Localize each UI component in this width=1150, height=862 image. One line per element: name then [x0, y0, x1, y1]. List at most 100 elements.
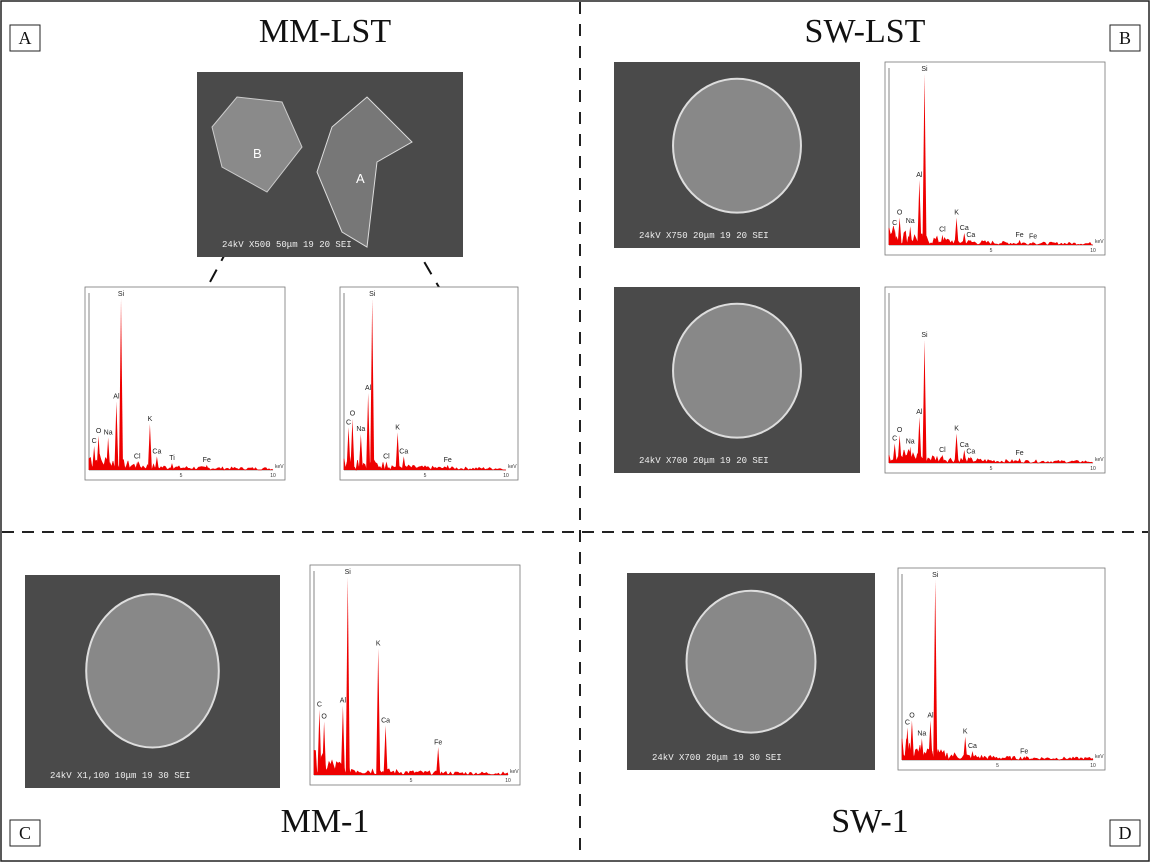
spectrum-peak	[962, 233, 967, 245]
particle	[85, 593, 220, 749]
spectrum-peak	[322, 721, 327, 775]
x-tick-label: 10	[505, 778, 511, 784]
peak-label: O	[897, 427, 903, 434]
spectrum-peak	[366, 393, 371, 470]
peak-label: C	[905, 720, 910, 727]
x-tick-label: 10	[270, 473, 276, 479]
peak-label: Fe	[203, 457, 211, 464]
peak-label: Na	[356, 426, 365, 433]
peak-label: Ca	[960, 225, 969, 232]
axis-unit: keV	[508, 464, 517, 470]
spectrum-peak	[905, 727, 910, 760]
spectrum-peak	[922, 74, 927, 245]
panel-title: MM-1	[281, 803, 370, 840]
peak-label: K	[376, 640, 381, 647]
peak-label: Ca	[968, 743, 977, 750]
peak-label: Ca	[399, 448, 408, 455]
axis-unit: keV	[510, 769, 519, 775]
spectrum-peak	[147, 423, 152, 470]
spectrum-peak	[897, 435, 902, 463]
x-tick-label: 5	[410, 778, 413, 784]
spectrum-frame	[884, 61, 1106, 256]
spectrum-peak	[922, 340, 927, 463]
particle	[211, 96, 303, 193]
particle	[685, 589, 817, 734]
spectrum-peak	[384, 461, 389, 470]
spectrum-peak	[340, 705, 345, 775]
peak-label: Al	[927, 712, 934, 719]
x-tick-label: 10	[503, 473, 509, 479]
sem-caption: 24kV X700 20μm 19 20 SEI	[639, 456, 769, 466]
spectrum-peak	[436, 747, 441, 775]
peak-label: Al	[365, 385, 372, 392]
peak-label: Fe	[1020, 748, 1028, 755]
panel-label-box	[1109, 819, 1141, 847]
spectrum-peak	[204, 464, 209, 470]
peak-label: Si	[921, 66, 928, 73]
peak-label: Ti	[169, 455, 175, 462]
axis-unit: keV	[275, 464, 284, 470]
peak-label: K	[395, 424, 400, 431]
peak-label: Si	[921, 332, 928, 339]
peak-label: K	[954, 210, 959, 217]
spectrum-peak	[358, 434, 363, 470]
spectrum-peak	[892, 227, 897, 245]
spectrum-peak	[346, 427, 351, 470]
peak-label: Fe	[434, 739, 442, 746]
region-marker: B	[253, 146, 262, 161]
spectrum-peak	[395, 432, 400, 470]
axis-unit: keV	[1095, 754, 1104, 760]
spectrum-peak	[401, 456, 406, 470]
peak-label: Al	[113, 394, 120, 401]
peak-label: Al	[916, 409, 923, 416]
peak-label: Ca	[152, 448, 161, 455]
spectrum-peak	[940, 454, 945, 463]
sem-caption: 24kV X700 20μm 19 30 SEI	[652, 753, 782, 763]
peak-label: Cl	[939, 447, 946, 454]
spectrum-noise	[313, 749, 509, 776]
spectrum-frame	[339, 286, 519, 481]
spectrum-peak	[970, 751, 975, 760]
sem-caption: 24kV X1,100 10μm 19 30 SEI	[50, 771, 190, 781]
peak-label: Al	[340, 698, 347, 705]
spectrum-peak	[909, 720, 914, 760]
peak-label: Cl	[134, 453, 141, 460]
panel-title: SW-1	[831, 803, 908, 840]
spectrum-peak	[92, 446, 97, 470]
peak-label: O	[96, 428, 102, 435]
spectrum-frame	[309, 564, 521, 786]
spectrum-peak	[383, 725, 388, 775]
spectrum-frame	[84, 286, 286, 481]
peak-label: Si	[932, 572, 939, 579]
peak-label: Si	[118, 291, 125, 298]
spectrum-peak	[908, 446, 913, 463]
panel-title: SW-LST	[805, 13, 926, 50]
spectrum-noise	[888, 449, 1094, 464]
spectrum-peak	[917, 180, 922, 245]
spectrum-peak	[106, 437, 111, 470]
x-tick-label: 5	[180, 473, 183, 479]
peak-label: Ca	[381, 718, 390, 725]
spectrum-peak	[917, 417, 922, 463]
spectrum-peak	[345, 577, 350, 775]
peak-label: C	[346, 419, 351, 426]
spectrum-peak	[897, 217, 902, 245]
particle	[316, 96, 413, 248]
spectrum-peak	[954, 217, 959, 245]
peak-label: Cl	[939, 227, 946, 234]
spectrum-peak	[1017, 458, 1022, 463]
spectrum-peak	[892, 443, 897, 463]
spectrum-peak	[1031, 241, 1036, 245]
sem-caption: 24kV X500 50μm 19 20 SEI	[222, 240, 352, 250]
spectrum-peak	[114, 401, 119, 470]
spectrum-peak	[968, 456, 973, 463]
panel-label-box	[1109, 24, 1141, 52]
x-tick-label: 5	[424, 473, 427, 479]
peak-label: K	[954, 425, 959, 432]
spectrum-peak	[968, 239, 973, 245]
peak-label: Na	[906, 439, 915, 446]
peak-label: C	[892, 220, 897, 227]
peak-label: O	[909, 712, 915, 719]
spectrum-peak	[908, 226, 913, 245]
